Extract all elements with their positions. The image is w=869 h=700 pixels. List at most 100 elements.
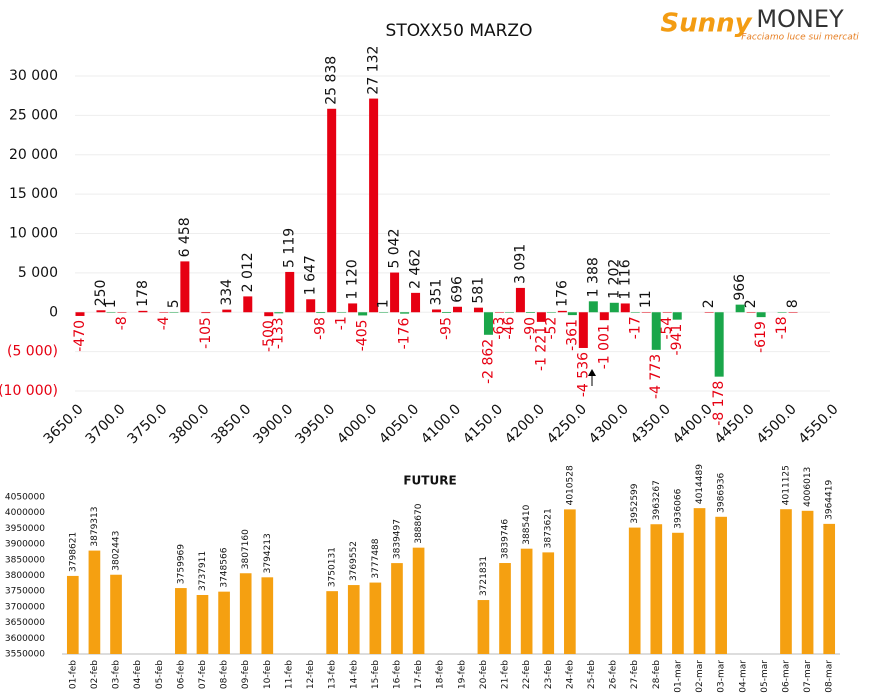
bar bbox=[180, 261, 190, 313]
y-tick-label: 3950000 bbox=[5, 524, 45, 534]
data-label: 3964419 bbox=[825, 480, 835, 520]
data-label: 3721831 bbox=[479, 556, 489, 596]
data-label: 334 bbox=[219, 279, 235, 306]
data-label: -8 178 bbox=[711, 381, 727, 426]
bar bbox=[780, 509, 792, 654]
x-tick-label: 14-feb bbox=[349, 660, 359, 689]
y-tick-label: 3600000 bbox=[5, 634, 45, 644]
x-tick-label: 3850.0 bbox=[208, 401, 254, 447]
data-label: 3807160 bbox=[241, 529, 251, 569]
x-tick-label: 4250.0 bbox=[544, 401, 590, 447]
data-label: 3963267 bbox=[652, 480, 662, 520]
data-label: 3 091 bbox=[512, 244, 528, 284]
x-tick-label: 23-feb bbox=[544, 660, 554, 689]
data-label: 3873621 bbox=[544, 508, 554, 548]
bar bbox=[578, 312, 588, 348]
y-tick-label: 0 bbox=[49, 304, 58, 320]
x-tick-label: 07-mar bbox=[803, 660, 813, 693]
data-label: 5 bbox=[166, 299, 182, 308]
bar bbox=[243, 296, 253, 313]
x-tick-label: 26-feb bbox=[609, 660, 619, 689]
x-tick-label: 3650.0 bbox=[41, 401, 87, 447]
y-tick-label: 3700000 bbox=[5, 602, 45, 612]
x-tick-label: 01-feb bbox=[68, 660, 78, 689]
data-label: -133 bbox=[271, 317, 287, 349]
x-tick-label: 08-feb bbox=[220, 660, 230, 689]
data-label: -17 bbox=[627, 316, 643, 339]
x-tick-label: 03-mar bbox=[717, 660, 727, 693]
data-label: 4006013 bbox=[803, 467, 813, 507]
x-tick-label: 02-mar bbox=[695, 660, 705, 693]
bar bbox=[222, 309, 232, 313]
data-label: 696 bbox=[450, 276, 466, 303]
bar bbox=[651, 312, 661, 350]
bar bbox=[525, 312, 535, 313]
x-tick-label: 22-feb bbox=[522, 660, 532, 689]
y-tick-label: 4000000 bbox=[5, 508, 45, 518]
bar bbox=[390, 272, 400, 313]
data-label: 25 838 bbox=[324, 56, 340, 105]
y-tick-label: 25 000 bbox=[9, 107, 58, 123]
data-label: 351 bbox=[429, 279, 445, 306]
data-label: 2 012 bbox=[240, 252, 256, 292]
bar bbox=[515, 287, 525, 313]
data-label: -4 bbox=[156, 316, 172, 330]
bar bbox=[169, 312, 179, 313]
data-label: 3802443 bbox=[112, 531, 122, 571]
data-label: 3936066 bbox=[673, 488, 683, 528]
x-tick-label: 19-feb bbox=[457, 660, 467, 689]
y-tick-label: (5 000) bbox=[7, 344, 58, 360]
x-tick-label: 3700.0 bbox=[83, 401, 129, 447]
data-label: 4011125 bbox=[781, 465, 791, 505]
y-tick-label: 3900000 bbox=[5, 540, 45, 550]
bar bbox=[66, 575, 79, 654]
x-tick-label: 4200.0 bbox=[502, 401, 548, 447]
bar bbox=[715, 516, 727, 654]
data-label: 3777488 bbox=[371, 538, 381, 578]
bar bbox=[483, 312, 493, 335]
data-label: 1 bbox=[103, 299, 119, 308]
bar bbox=[693, 508, 706, 654]
x-tick-label: 04-mar bbox=[738, 660, 748, 693]
data-label: 2 462 bbox=[408, 249, 424, 289]
x-tick-label: 4150.0 bbox=[460, 401, 506, 447]
x-tick-label: 04-feb bbox=[133, 660, 143, 689]
data-label: 3737911 bbox=[198, 551, 208, 591]
x-tick-label: 05-mar bbox=[760, 660, 770, 693]
y-tick-label: 20 000 bbox=[9, 147, 58, 163]
x-tick-label: 05-feb bbox=[155, 660, 165, 689]
bar bbox=[106, 312, 116, 313]
data-label: -619 bbox=[753, 321, 769, 353]
logo-brand: Sunny bbox=[660, 9, 752, 39]
x-tick-label: 15-feb bbox=[371, 660, 381, 689]
bar bbox=[746, 312, 756, 313]
bar bbox=[494, 312, 504, 313]
bar bbox=[306, 299, 316, 313]
bar bbox=[159, 312, 169, 313]
logo-name: MONEY bbox=[756, 5, 844, 33]
bar bbox=[400, 312, 410, 314]
data-label: 1 bbox=[376, 299, 392, 308]
data-label: 3750131 bbox=[328, 547, 338, 587]
data-label: 4010528 bbox=[565, 465, 575, 505]
data-label: -105 bbox=[198, 317, 214, 349]
x-tick-label: 3750.0 bbox=[125, 401, 171, 447]
data-label: 3952599 bbox=[630, 483, 640, 523]
data-label: 178 bbox=[135, 280, 151, 307]
data-label: 8 bbox=[785, 299, 801, 308]
data-label: 3759969 bbox=[176, 544, 186, 584]
y-tick-label: (10 000) bbox=[0, 383, 58, 399]
chart-title: STOXX50 MARZO bbox=[386, 21, 533, 41]
data-label: -18 bbox=[774, 316, 790, 339]
bar bbox=[588, 301, 598, 313]
data-label: 4014489 bbox=[695, 464, 705, 504]
bar bbox=[756, 312, 766, 318]
x-tick-label: 20-feb bbox=[479, 660, 489, 689]
data-label: -1 221 bbox=[533, 326, 549, 371]
y-tick-label: 5 000 bbox=[18, 265, 58, 281]
x-tick-label: 4500.0 bbox=[754, 401, 800, 447]
data-label: -90 bbox=[522, 317, 538, 340]
data-label: 3839746 bbox=[501, 519, 511, 559]
x-tick-label: 4050.0 bbox=[376, 401, 422, 447]
